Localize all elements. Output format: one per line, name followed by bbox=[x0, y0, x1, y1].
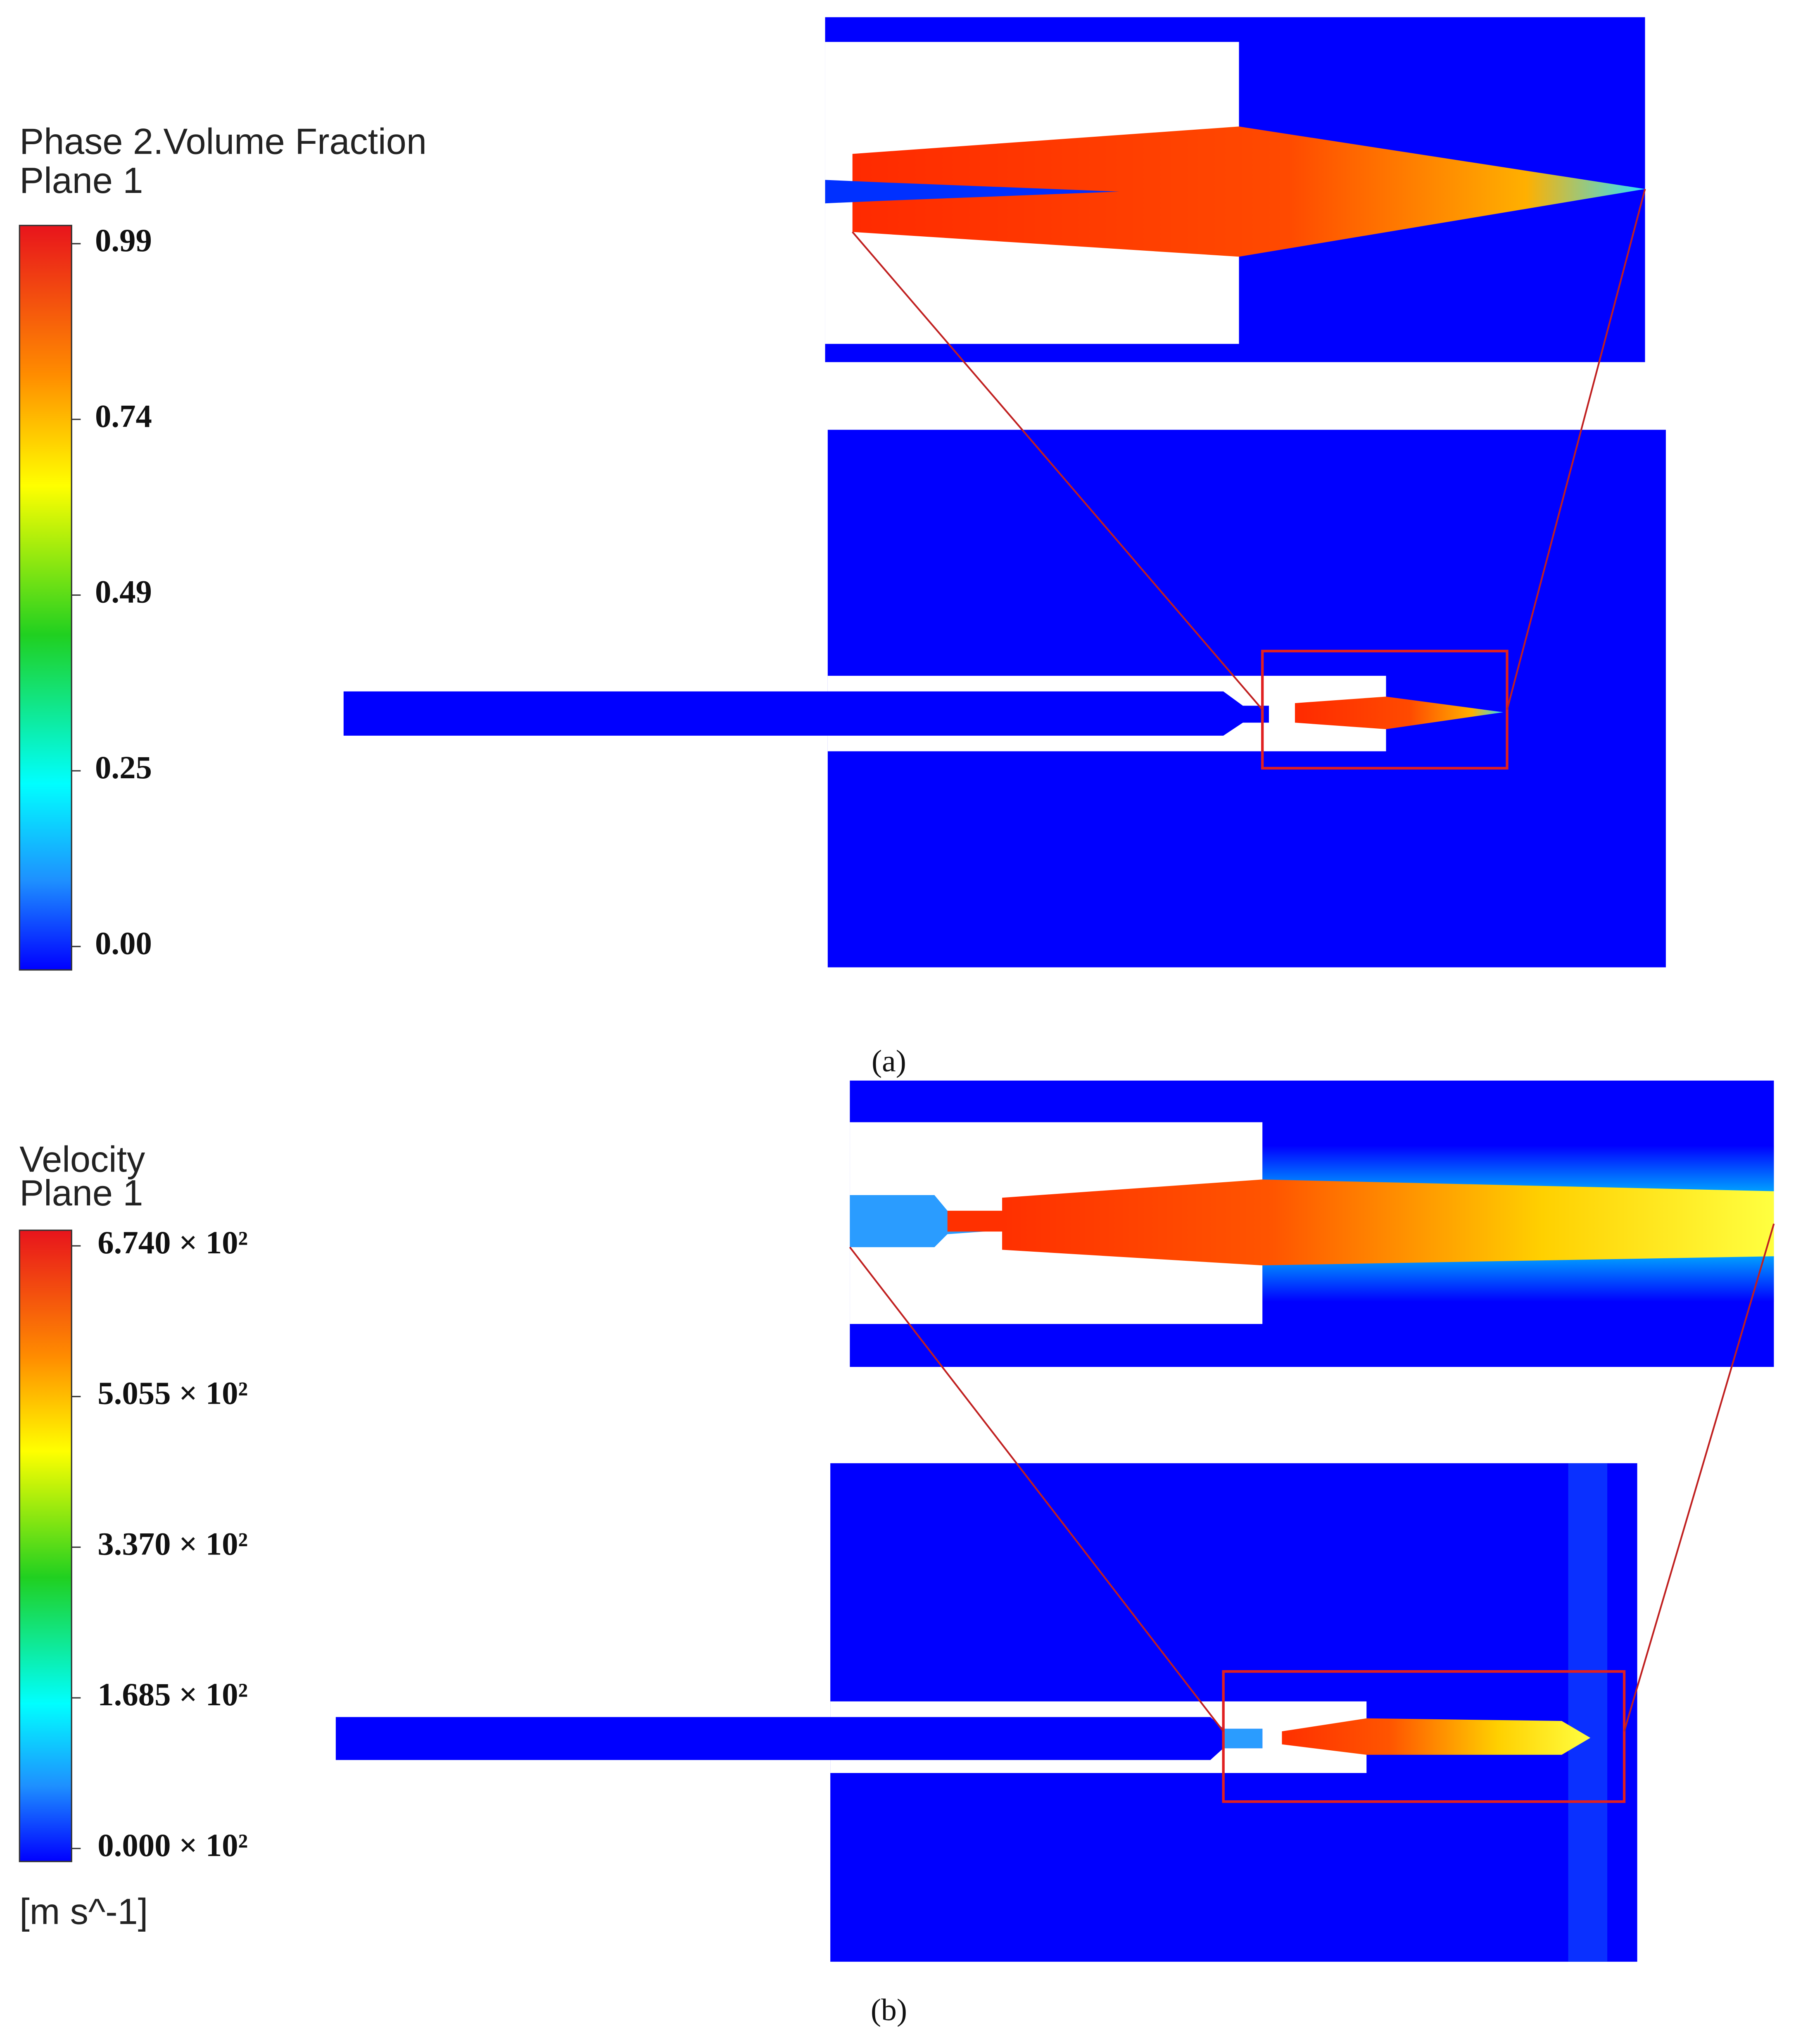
tick-label: 3.370 × 10² bbox=[97, 1526, 248, 1562]
zoom-line bbox=[1506, 189, 1646, 710]
tick-label: 5.055 × 10² bbox=[97, 1376, 248, 1412]
tick-label: 0.25 bbox=[95, 750, 152, 786]
throat bbox=[947, 1210, 1006, 1232]
tick-label: 0.99 bbox=[95, 223, 152, 259]
colorbar bbox=[19, 225, 72, 971]
unit-label: [m s^-1] bbox=[19, 1891, 148, 1932]
zoom-line bbox=[852, 231, 1263, 711]
jet bbox=[1282, 1718, 1591, 1755]
pipe bbox=[335, 1717, 1263, 1760]
inlet bbox=[1223, 1728, 1263, 1749]
caption: (a) bbox=[872, 1044, 906, 1079]
legend-subtitle: Plane 1 bbox=[19, 1172, 143, 1213]
pipe bbox=[343, 691, 1269, 736]
legend-subtitle: Plane 1 bbox=[19, 160, 143, 201]
legend-title: Velocity bbox=[19, 1138, 145, 1179]
jet bbox=[1002, 1179, 1774, 1266]
zoom-box bbox=[1222, 1670, 1626, 1803]
legend-title: Phase 2.Volume Fraction bbox=[19, 121, 427, 162]
tick-label: 0.74 bbox=[95, 398, 152, 434]
jet bbox=[1295, 696, 1504, 730]
inlet-core bbox=[825, 180, 1119, 204]
caption: (b) bbox=[871, 1993, 907, 2027]
shock-band bbox=[1568, 1463, 1608, 1962]
jet bbox=[852, 126, 1645, 257]
inlet bbox=[850, 1195, 1003, 1248]
tick-label: 1.685 × 10² bbox=[97, 1677, 248, 1713]
zoom-line bbox=[849, 1246, 1224, 1732]
tick-label: 0.000 × 10² bbox=[97, 1828, 248, 1863]
colorbar bbox=[19, 1229, 72, 1862]
tick-label: 0.49 bbox=[95, 574, 152, 610]
zoom-line bbox=[1623, 1223, 1775, 1732]
tick-label: 6.740 × 10² bbox=[97, 1225, 248, 1261]
tick-label: 0.00 bbox=[95, 925, 152, 961]
